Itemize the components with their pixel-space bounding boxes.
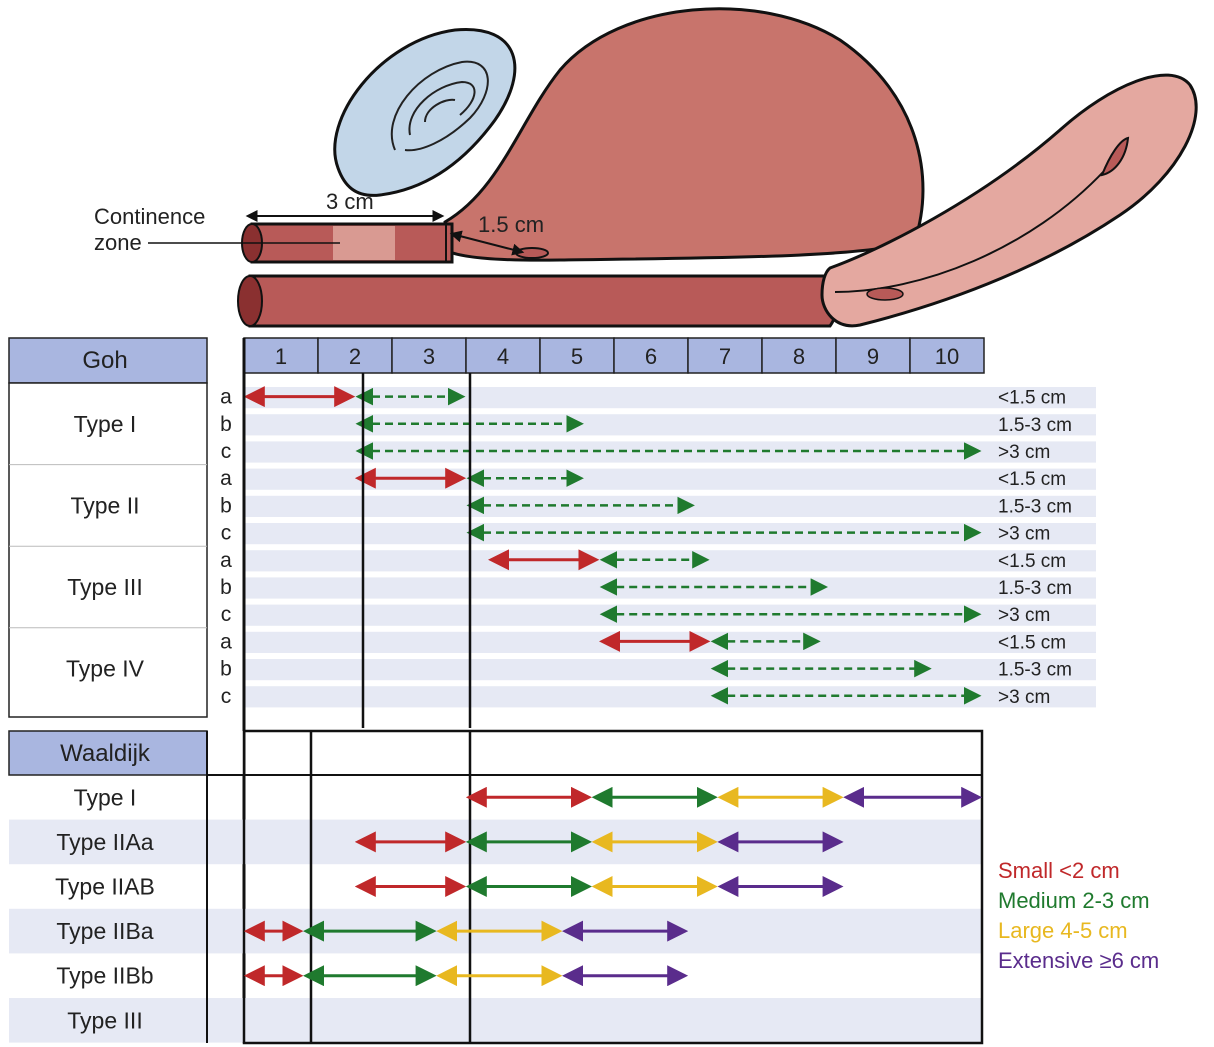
anatomy-illustration: Continence zone 3 cm 1.5 cm [94,7,1198,328]
continence-zone-label-2: zone [94,230,142,255]
goh-size-label: >3 cm [998,524,1050,545]
goh-column-cell-8 [761,337,837,374]
goh-subtype-label: b [220,494,232,517]
goh-size-label: <1.5 cm [998,388,1066,409]
pubic-bone-icon [333,27,517,197]
waaldijk-table: Waaldijk Type I Type IIAa Type IIAB Type II… [8,729,984,1045]
goh-column-cell-9 [835,337,911,374]
goh-row-bands [244,387,1096,708]
goh-column-label: 9 [867,344,879,369]
waaldijk-row-band [9,998,982,1043]
goh-subtype-label: a [220,549,232,572]
goh-size-label: >3 cm [998,442,1050,463]
waaldijk-header-spacer [207,731,244,775]
goh-subtype-label: c [221,685,232,708]
measure-1-5cm-arrow [449,230,525,256]
goh-subtype-label: a [220,630,232,653]
goh-header-label: Goh [82,347,127,374]
goh-size-label: 1.5-3 cm [998,660,1072,681]
goh-column-label: 10 [935,344,959,369]
goh-column-cell-5 [539,337,615,374]
goh-column-label: 5 [571,344,583,369]
legend-entry: Extensive ≥6 cm [998,948,1159,973]
goh-type-label: Type III [67,574,142,600]
goh-column-label: 7 [719,344,731,369]
goh-subtype-label: c [221,440,232,463]
waaldijk-outer-frame [242,729,984,1045]
goh-row-band [244,414,1096,436]
uterus-icon [820,73,1198,328]
goh-column-label: 3 [423,344,435,369]
goh-type-label: Type II [70,492,139,518]
goh-type-label: Type I [74,411,137,437]
waaldijk-row-bands [9,819,982,1043]
goh-column-cell-6 [613,337,689,374]
bladder-icon [443,7,925,262]
goh-header-cell [8,337,208,384]
goh-size-label: <1.5 cm [998,551,1066,572]
goh-label-column [8,382,208,718]
goh-size-label: >3 cm [998,687,1050,708]
goh-subtype-label: b [220,413,232,436]
goh-column-label: 8 [793,344,805,369]
goh-size-label: 1.5-3 cm [998,415,1072,436]
goh-row-band [244,387,1096,409]
goh-row-band [244,441,1096,463]
waaldijk-type-label: Type IIBa [56,918,153,944]
measure-1-5cm-label: 1.5 cm [478,212,544,237]
goh-subtype-label: c [221,603,232,626]
goh-type-label: Type IV [66,656,145,682]
goh-subtype-label: a [220,386,232,409]
goh-size-label: <1.5 cm [998,632,1066,653]
waaldijk-rows: Type I Type IIAa Type IIAB Type IIBa Type II… [55,784,983,1033]
goh-column-cell-3 [391,337,467,374]
waaldijk-type-label: Type IIAB [55,874,155,900]
goh-column-cell-2 [317,337,393,374]
goh-subtype-label: c [221,522,232,545]
goh-column-label: 1 [275,344,287,369]
waaldijk-header-label: Waaldijk [60,740,151,767]
measure-3cm-label: 3 cm [326,189,374,214]
goh-column-cell-10 [909,337,985,374]
goh-size-label: >3 cm [998,605,1050,626]
goh-column-cell-7 [687,337,763,374]
goh-subtype-label: b [220,576,232,599]
waaldijk-header-cell [8,730,208,776]
goh-size-label: 1.5-3 cm [998,578,1072,599]
goh-column-label: 4 [497,344,509,369]
goh-column-cell-4 [465,337,541,374]
legend-entry: Medium 2-3 cm [998,888,1150,913]
waaldijk-type-label: Type IIAa [56,829,153,855]
goh-column-label: 6 [645,344,657,369]
vagina-icon [248,274,839,328]
legend-entry: Large 4-5 cm [998,918,1128,943]
waaldijk-type-label: Type IIBb [56,963,153,989]
size-legend: Small <2 cm Medium 2-3 cm Large 4-5 cm Exte… [998,858,1159,973]
goh-size-label: 1.5-3 cm [998,496,1072,517]
continence-zone-label: Continence [94,204,205,229]
goh-column-header: 1 2 3 4 5 6 7 8 9 10 [243,337,985,374]
waaldijk-type-label: Type I [74,784,137,810]
waaldijk-type-label: Type III [67,1007,142,1033]
legend-entry: Small <2 cm [998,858,1120,883]
goh-size-label: <1.5 cm [998,469,1066,490]
goh-rows: Type I a <1.5 cm b 1.5-3 cm c >3 cm Type II a <1.… [9,386,1072,708]
goh-row-band [244,659,1096,681]
goh-column-label: 2 [349,344,361,369]
goh-subtype-label: b [220,658,232,681]
goh-subtype-label: a [220,467,232,490]
